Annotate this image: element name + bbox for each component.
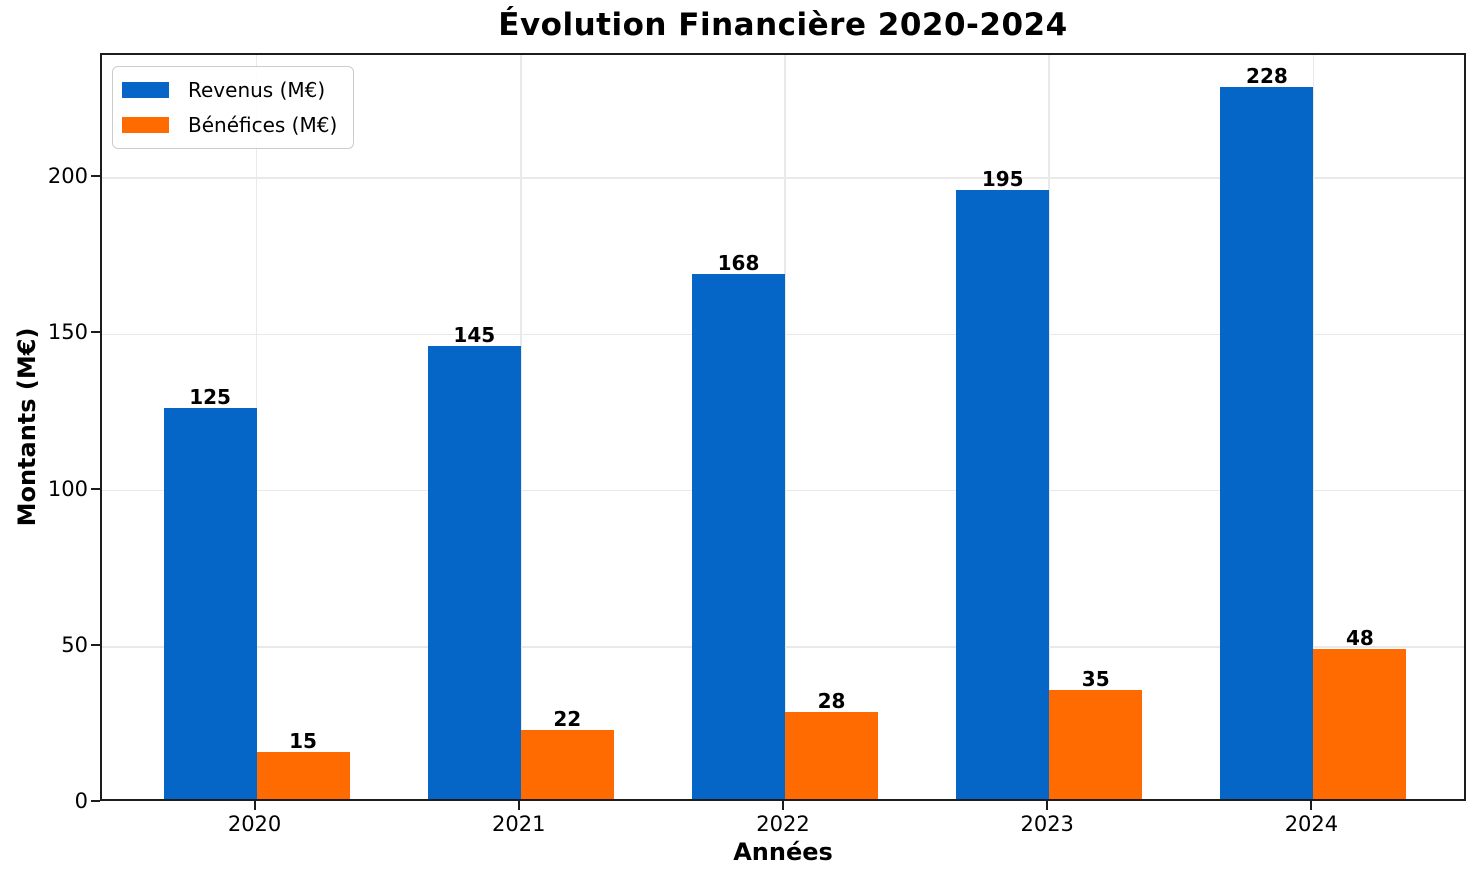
- bar-value-label: 15: [289, 729, 317, 754]
- y-tick-mark-50: [91, 643, 100, 646]
- y-tick-label: 100: [47, 476, 88, 501]
- chart-title: Évolution Financière 2020-2024: [498, 7, 1068, 43]
- bar-value-label: 22: [553, 707, 582, 732]
- y-tick-mark-100: [91, 487, 100, 490]
- x-tick-label: 2021: [492, 812, 546, 836]
- bar-value-label: 228: [1246, 63, 1288, 88]
- bar-revenus-2023: [956, 189, 1050, 799]
- bar-benefices-2021: [520, 730, 614, 799]
- bar-value-label: 168: [717, 251, 760, 276]
- x-tick-mark-2020: [253, 801, 256, 810]
- bar-value-label: 28: [817, 688, 846, 713]
- x-axis-label: Années: [733, 838, 833, 866]
- legend-item-benefices: Bénéfices (M€): [122, 113, 337, 137]
- y-tick-label: 200: [47, 164, 88, 189]
- y-tick-mark-150: [91, 331, 100, 334]
- bar-value-label: 125: [189, 385, 231, 410]
- legend: Revenus (M€) Bénéfices (M€): [112, 66, 355, 149]
- gridline-vertical-2024: [1312, 55, 1315, 799]
- bar-benefices-2023: [1049, 689, 1143, 799]
- bar-value-label: 195: [981, 166, 1024, 191]
- bar-value-label: 145: [453, 322, 496, 347]
- gridline-vertical-2022: [784, 55, 786, 799]
- x-tick-label: 2024: [1284, 812, 1339, 836]
- bar-benefices-2020: [256, 752, 350, 799]
- gridline-vertical-2020: [255, 55, 258, 799]
- y-tick-label: 0: [74, 789, 88, 813]
- bar-benefices-2022: [785, 711, 878, 799]
- legend-label-benefices: Bénéfices (M€): [188, 113, 338, 137]
- bar-revenus-2022: [692, 274, 785, 799]
- x-tick-label: 2022: [756, 812, 810, 836]
- y-tick-label: 150: [47, 320, 88, 345]
- bar-layer: 125 145 168 195 228 15 22 28 35 48: [102, 55, 1464, 799]
- gridline-vertical-2021: [520, 55, 522, 799]
- plot-area: 125 145 168 195 228 15 22 28 35 48: [100, 53, 1466, 801]
- bar-benefices-2024: [1313, 649, 1407, 799]
- gridline-horizontal-200: [102, 177, 1464, 179]
- x-tick-mark-2024: [1310, 801, 1313, 810]
- bar-revenus-2021: [427, 345, 521, 799]
- bar-value-label: 48: [1346, 626, 1374, 651]
- x-tick-mark-2021: [517, 801, 520, 810]
- legend-swatch-revenus: [122, 82, 169, 98]
- x-tick-label: 2020: [227, 812, 282, 836]
- legend-label-revenus: Revenus (M€): [188, 78, 326, 102]
- bar-revenus-2020: [163, 408, 257, 799]
- bar-revenus-2024: [1220, 86, 1314, 799]
- bar-value-label: 35: [1081, 666, 1110, 691]
- y-tick-label: 50: [61, 632, 88, 657]
- x-tick-mark-2023: [1046, 801, 1049, 810]
- y-tick-mark-0: [91, 800, 100, 802]
- x-tick-label: 2023: [1020, 812, 1074, 836]
- legend-item-revenus: Revenus (M€): [122, 78, 337, 102]
- gridline-vertical-2023: [1048, 55, 1050, 799]
- x-tick-mark-2022: [782, 801, 784, 810]
- legend-swatch-benefices: [122, 117, 169, 133]
- y-tick-mark-200: [91, 175, 100, 178]
